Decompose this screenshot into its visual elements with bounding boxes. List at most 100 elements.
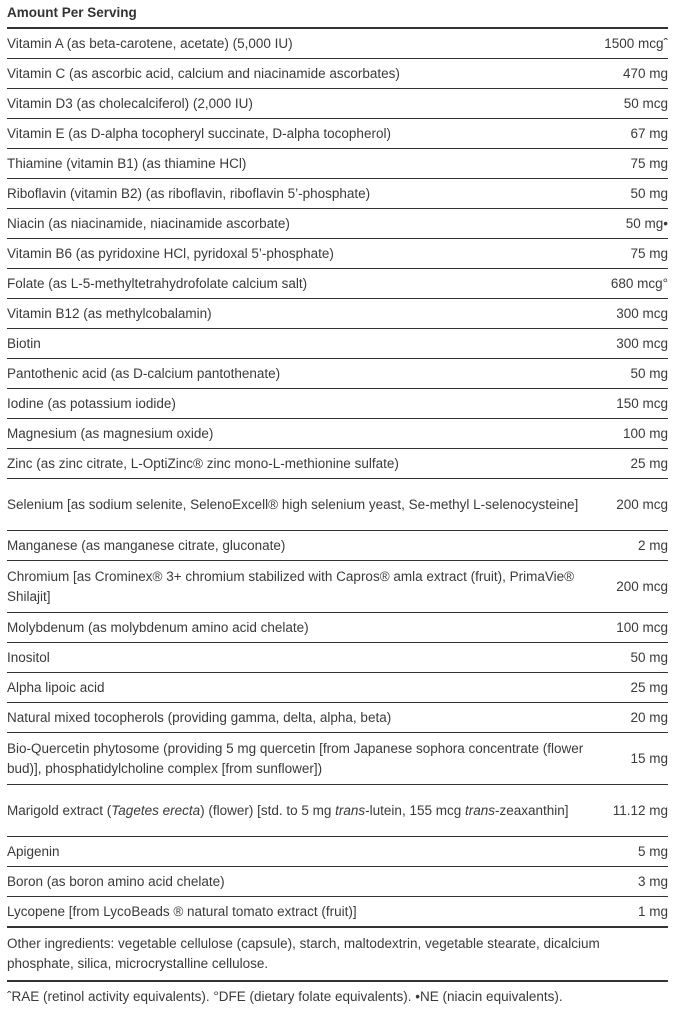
nutrient-name: Biotin: [7, 334, 616, 354]
nutrient-name-part: Apigenin: [7, 843, 60, 859]
nutrient-row: Iodine (as potassium iodide) 150 mcg: [7, 389, 668, 419]
nutrient-name-part: Vitamin B6 (as pyridoxine HCl, pyridoxal…: [7, 245, 334, 261]
nutrient-row: Vitamin D3 (as cholecalciferol) (2,000 I…: [7, 89, 668, 119]
nutrient-amount: 470 mg: [622, 66, 668, 81]
nutrient-name-part: Tagetes erecta: [111, 802, 201, 818]
nutrient-row: Chromium [as Crominex® 3+ chromium stabi…: [7, 561, 668, 613]
nutrient-row: Boron (as boron amino acid chelate) 3 mg: [7, 867, 668, 897]
nutrient-row: Niacin (as niacinamide, niacinamide asco…: [7, 209, 668, 239]
nutrient-row: Folate (as L-5-methyltetrahydrofolate ca…: [7, 269, 668, 299]
nutrient-name-part: Iodine (as potassium iodide): [7, 395, 176, 411]
nutrient-amount: 2 mg: [637, 538, 668, 553]
nutrient-name: Marigold extract (Tagetes erecta) (flowe…: [7, 801, 613, 821]
nutrient-name: Vitamin D3 (as cholecalciferol) (2,000 I…: [7, 94, 624, 114]
nutrient-row: Riboflavin (vitamin B2) (as riboflavin, …: [7, 179, 668, 209]
nutrient-name: Folate (as L-5-methyltetrahydrofolate ca…: [7, 274, 611, 294]
nutrient-row: Apigenin 5 mg: [7, 837, 668, 867]
nutrient-amount: 67 mg: [630, 126, 668, 141]
nutrient-name-part: Bio-Quercetin phytosome (providing 5 mg …: [7, 740, 584, 776]
nutrient-name: Boron (as boron amino acid chelate): [7, 872, 638, 892]
nutrient-name-part: Boron (as boron amino acid chelate): [7, 873, 225, 889]
nutrient-name: Vitamin B6 (as pyridoxine HCl, pyridoxal…: [7, 244, 630, 264]
footnote: ˆRAE (retinol activity equivalents). °DF…: [7, 989, 563, 1004]
nutrient-name-part: Natural mixed tocopherols (providing gam…: [7, 709, 392, 725]
nutrient-amount: 100 mcg: [616, 620, 668, 635]
nutrient-name-part: Vitamin C (as ascorbic acid, calcium and…: [7, 65, 400, 81]
nutrient-name-part: Vitamin E (as D-alpha tocopheryl succina…: [7, 125, 391, 141]
nutrient-amount: 50 mg•: [625, 216, 668, 231]
nutrient-row: Vitamin E (as D-alpha tocopheryl succina…: [7, 119, 668, 149]
nutrient-name-part: -zeaxanthin]: [495, 802, 569, 818]
nutrient-name-part: Niacin (as niacinamide, niacinamide asco…: [7, 215, 290, 231]
nutrient-name-part: Magnesium (as magnesium oxide): [7, 425, 214, 441]
nutrient-amount: 25 mg: [630, 680, 668, 695]
nutrient-name-part: Vitamin D3 (as cholecalciferol) (2,000 I…: [7, 95, 253, 111]
nutrient-name: Inositol: [7, 648, 630, 668]
nutrient-name: Selenium [as sodium selenite, SelenoExce…: [7, 495, 616, 515]
nutrient-row: Vitamin B12 (as methylcobalamin) 300 mcg: [7, 299, 668, 329]
nutrient-amount: 680 mcg°: [610, 276, 668, 291]
nutrient-name-part: Molybdenum (as molybdenum amino acid che…: [7, 619, 309, 635]
nutrient-name-part: Chromium [as Crominex® 3+ chromium stabi…: [7, 568, 575, 604]
nutrient-amount: 50 mcg: [623, 96, 668, 111]
nutrient-name: Riboflavin (vitamin B2) (as riboflavin, …: [7, 184, 630, 204]
nutrient-name: Chromium [as Crominex® 3+ chromium stabi…: [7, 567, 616, 607]
nutrient-name: Bio-Quercetin phytosome (providing 5 mg …: [7, 739, 630, 779]
nutrient-row: Pantothenic acid (as D-calcium pantothen…: [7, 359, 668, 389]
nutrient-amount: 50 mg: [630, 650, 668, 665]
nutrient-name-part: Alpha lipoic acid: [7, 679, 105, 695]
nutrient-name-part: Biotin: [7, 335, 41, 351]
nutrient-amount: 25 mg: [630, 456, 668, 471]
nutrient-amount: 3 mg: [637, 874, 668, 889]
nutrient-name: Alpha lipoic acid: [7, 678, 630, 698]
nutrient-amount: 11.12 mg: [612, 803, 668, 818]
nutrient-row: Biotin 300 mcg: [7, 329, 668, 359]
nutrient-name-part: Riboflavin (vitamin B2) (as riboflavin, …: [7, 185, 371, 201]
nutrient-row: Manganese (as manganese citrate, glucona…: [7, 531, 668, 561]
nutrient-name-part: trans: [335, 802, 366, 818]
nutrient-name-part: -lutein, 155 mcg: [365, 802, 465, 818]
nutrient-amount: 150 mcg: [616, 396, 668, 411]
nutrient-name: Natural mixed tocopherols (providing gam…: [7, 708, 630, 728]
nutrient-name: Vitamin E (as D-alpha tocopheryl succina…: [7, 124, 630, 144]
nutrient-name-part: Folate (as L-5-methyltetrahydrofolate ca…: [7, 275, 308, 291]
nutrient-name: Lycopene [from LycoBeads ® natural tomat…: [7, 902, 638, 922]
nutrient-name-part: trans: [464, 802, 495, 818]
nutrient-name-part: Vitamin B12 (as methylcobalamin): [7, 305, 212, 321]
nutrient-name-part: Marigold extract (: [7, 802, 112, 818]
nutrient-row: Lycopene [from LycoBeads ® natural tomat…: [7, 897, 668, 928]
nutrient-row: Vitamin C (as ascorbic acid, calcium and…: [7, 59, 668, 89]
nutrient-name: Molybdenum (as molybdenum amino acid che…: [7, 618, 616, 638]
nutrient-row: Zinc (as zinc citrate, L-OptiZinc® zinc …: [7, 449, 668, 479]
nutrient-name-part: Pantothenic acid (as D-calcium pantothen…: [7, 365, 281, 381]
nutrient-name: Manganese (as manganese citrate, glucona…: [7, 536, 638, 556]
nutrient-row: Selenium [as sodium selenite, SelenoExce…: [7, 479, 668, 531]
nutrient-amount: 1 mg: [637, 904, 668, 919]
nutrient-row: Inositol 50 mg: [7, 643, 668, 673]
nutrient-name-part: Lycopene [from LycoBeads ® natural tomat…: [7, 903, 357, 919]
nutrient-amount: 75 mg: [630, 246, 668, 261]
nutrient-name: Vitamin B12 (as methylcobalamin): [7, 304, 616, 324]
nutrient-name: Iodine (as potassium iodide): [7, 394, 616, 414]
nutrient-name: Vitamin A (as beta-carotene, acetate) (5…: [7, 34, 604, 54]
nutrient-amount: 1500 mcgˆ: [604, 36, 668, 51]
other-ingredients: Other ingredients: vegetable cellulose (…: [7, 928, 668, 982]
nutrient-name: Thiamine (vitamin B1) (as thiamine HCl): [7, 154, 630, 174]
nutrient-table: Vitamin A (as beta-carotene, acetate) (5…: [7, 29, 668, 928]
nutrient-row: Molybdenum (as molybdenum amino acid che…: [7, 613, 668, 643]
nutrient-name-part: Selenium [as sodium selenite, SelenoExce…: [7, 496, 579, 512]
nutrient-row: Marigold extract (Tagetes erecta) (flowe…: [7, 785, 668, 837]
nutrient-amount: 300 mcg: [616, 336, 668, 351]
nutrient-row: Vitamin B6 (as pyridoxine HCl, pyridoxal…: [7, 239, 668, 269]
nutrient-row: Natural mixed tocopherols (providing gam…: [7, 703, 668, 733]
nutrient-name-part: Inositol: [7, 649, 50, 665]
nutrient-name-part: Thiamine (vitamin B1) (as thiamine HCl): [7, 155, 247, 171]
nutrient-amount: 5 mg: [637, 844, 668, 859]
nutrient-amount: 100 mg: [622, 426, 668, 441]
nutrient-amount: 50 mg: [630, 366, 668, 381]
nutrient-row: Vitamin A (as beta-carotene, acetate) (5…: [7, 29, 668, 59]
nutrient-row: Magnesium (as magnesium oxide) 100 mg: [7, 419, 668, 449]
nutrient-amount: 75 mg: [630, 156, 668, 171]
nutrient-row: Alpha lipoic acid 25 mg: [7, 673, 668, 703]
